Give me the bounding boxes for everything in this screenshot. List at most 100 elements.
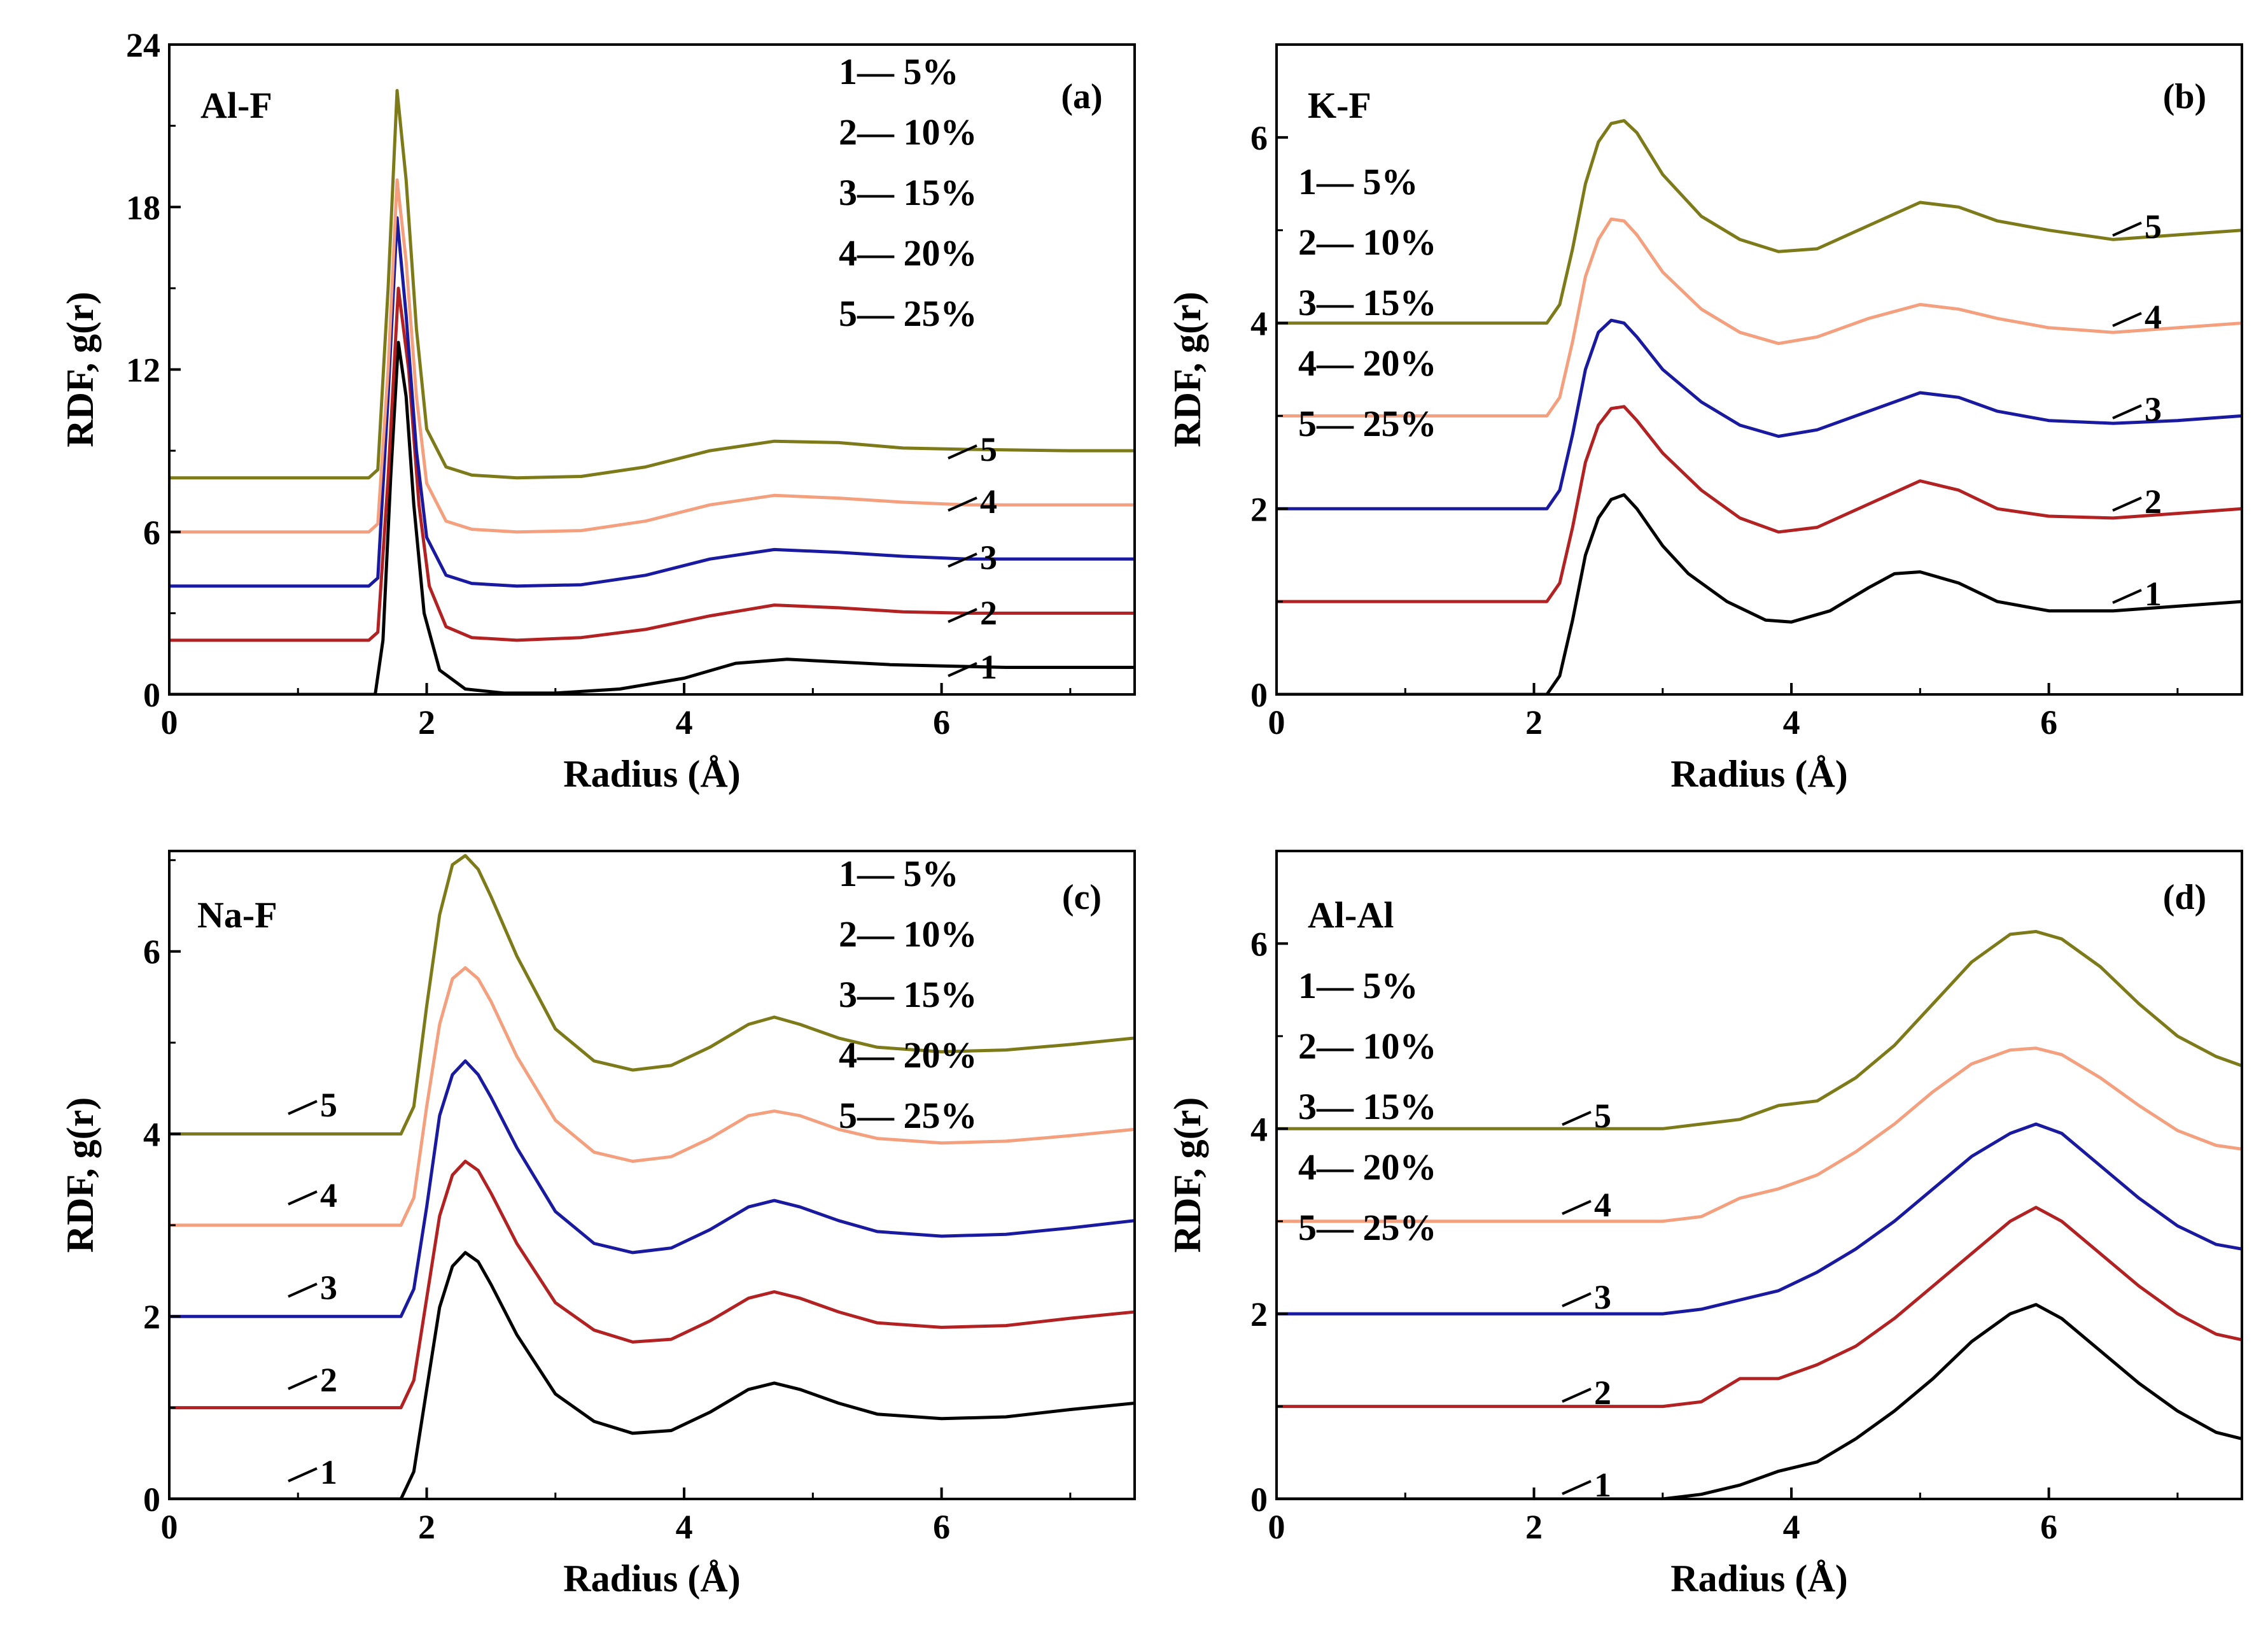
pair-label: Al-F	[200, 85, 272, 126]
curve-label-5: 5	[1594, 1097, 1611, 1135]
y-tick-label: 6	[1250, 119, 1268, 157]
y-tick-label: 12	[126, 351, 160, 390]
series-line-5	[169, 88, 1135, 480]
legend-entry-4: 4— 20%	[1298, 1146, 1437, 1188]
x-tick-label: 0	[161, 1508, 178, 1546]
pair-label: K-F	[1308, 85, 1371, 126]
y-axis-title: RDF, g(r)	[1166, 292, 1208, 447]
x-tick-label: 2	[1525, 703, 1543, 742]
curve-label-leader	[288, 1100, 318, 1115]
curve-label-leader	[1562, 1292, 1592, 1307]
curve-label-leader	[948, 496, 977, 512]
x-tick-label: 2	[418, 703, 435, 742]
y-axis-title: RDF, g(r)	[59, 292, 101, 447]
series-line-5	[169, 854, 1135, 1136]
legend-entry-1: 1— 5%	[839, 51, 959, 92]
x-tick-label: 4	[676, 1508, 693, 1546]
legend-entry-5: 5— 25%	[1298, 403, 1437, 444]
series-line-1	[1277, 493, 2242, 694]
curve-label-5: 5	[320, 1086, 337, 1124]
y-tick-label: 2	[1250, 490, 1268, 528]
curve-label-leader	[2112, 589, 2142, 604]
curve-label-3: 3	[320, 1269, 337, 1307]
series-line-5	[1277, 930, 2242, 1130]
curve-label-2: 2	[980, 594, 997, 632]
curve-label-leader	[2112, 312, 2142, 327]
pair-label: Na-F	[197, 894, 277, 936]
panel-tag: (d)	[2163, 878, 2206, 917]
x-tick-label: 2	[418, 1508, 435, 1546]
legend-entry-3: 3— 15%	[839, 974, 977, 1015]
plot-frame	[1275, 43, 2243, 696]
x-tick-label: 4	[1783, 703, 1800, 742]
legend-entry-1: 1— 5%	[1298, 161, 1418, 202]
series-line-4	[1277, 217, 2242, 418]
legend-entry-4: 4— 20%	[1298, 342, 1437, 384]
curve-label-5: 5	[2145, 208, 2162, 246]
legend-entry-2: 2— 10%	[1298, 1025, 1437, 1067]
curve-label-leader	[1562, 1480, 1592, 1495]
series-line-2	[1277, 1206, 2242, 1409]
series-line-2	[1277, 405, 2242, 603]
curve-label-leader	[288, 1375, 318, 1390]
curve-label-4: 4	[2145, 298, 2162, 336]
y-axis-title: RDF, g(r)	[1166, 1097, 1208, 1253]
curve-label-2: 2	[1594, 1374, 1611, 1412]
legend-entry-5: 5— 25%	[839, 1095, 977, 1136]
series-line-4	[169, 966, 1135, 1227]
x-tick-label: 6	[2040, 1508, 2057, 1546]
curve-label-1: 1	[1594, 1466, 1611, 1504]
x-tick-label: 0	[1268, 703, 1285, 742]
curve-label-leader	[2112, 496, 2142, 512]
legend-entry-1: 1— 5%	[839, 853, 959, 894]
curve-label-leader	[2112, 404, 2142, 419]
x-tick-label: 6	[933, 703, 950, 742]
y-axis-title: RDF, g(r)	[59, 1097, 101, 1253]
curve-label-leader	[288, 1190, 318, 1206]
curve-label-4: 4	[320, 1176, 337, 1214]
x-axis-title: Radius (Å)	[563, 753, 740, 795]
legend-entry-4: 4— 20%	[839, 1034, 977, 1076]
curve-label-1: 1	[2145, 575, 2162, 613]
series-line-2	[169, 286, 1135, 642]
series-line-3	[1277, 318, 2242, 510]
series-line-1	[1277, 1303, 2242, 1499]
legend-entry-5: 5— 25%	[1298, 1207, 1437, 1248]
legend-entry-4: 4— 20%	[839, 232, 977, 274]
series-line-4	[1277, 1046, 2242, 1223]
y-tick-label: 18	[126, 188, 160, 227]
curve-label-4: 4	[1594, 1186, 1611, 1224]
panel-c: 0 2 4 6 0 2 4 6 Radius (Å) RDF, g(r) Na-F (c) 1— 5% 2…	[59, 850, 1136, 1600]
series-line-5	[1277, 119, 2242, 325]
curve-label-3: 3	[980, 538, 997, 577]
legend-entry-2: 2— 10%	[839, 111, 977, 153]
plot-frame	[168, 850, 1136, 1500]
curve-label-leader	[1562, 1388, 1592, 1403]
y-tick-label: 0	[143, 676, 160, 714]
pair-label: Al-Al	[1308, 894, 1394, 936]
legend-entry-2: 2— 10%	[1298, 222, 1437, 263]
panel-d: 0 2 4 6 0 2 4 6 Radius (Å) RDF, g(r) Al-Al (d) 1— 5%…	[1166, 850, 2243, 1600]
x-tick-label: 6	[933, 1508, 950, 1546]
curve-label-1: 1	[980, 648, 997, 686]
curve-label-leader	[948, 552, 977, 568]
panel-b: 0 2 4 6 0 2 4 6 Radius (Å) RDF, g(r) K-F (b) 1— 5% 2—…	[1166, 43, 2243, 795]
series-line-2	[169, 1160, 1135, 1410]
y-tick-label: 6	[143, 933, 160, 971]
panel-tag: (a)	[1061, 77, 1102, 116]
y-tick-label: 4	[1250, 1110, 1268, 1148]
curve-label-leader	[1562, 1111, 1592, 1126]
y-tick-label: 4	[143, 1115, 160, 1153]
legend-entry-2: 2— 10%	[839, 913, 977, 955]
x-tick-label: 4	[1783, 1508, 1800, 1546]
curve-label-5: 5	[980, 430, 997, 468]
series-line-1	[169, 1251, 1135, 1499]
curve-label-leader	[288, 1467, 318, 1482]
plot-frame	[1275, 850, 2243, 1500]
legend-entry-3: 3— 15%	[839, 172, 977, 213]
curve-label-1: 1	[320, 1453, 337, 1491]
series-line-1	[169, 341, 1135, 694]
curve-label-4: 4	[980, 482, 997, 521]
series-line-3	[1277, 1122, 2242, 1316]
curve-label-leader	[948, 444, 977, 460]
